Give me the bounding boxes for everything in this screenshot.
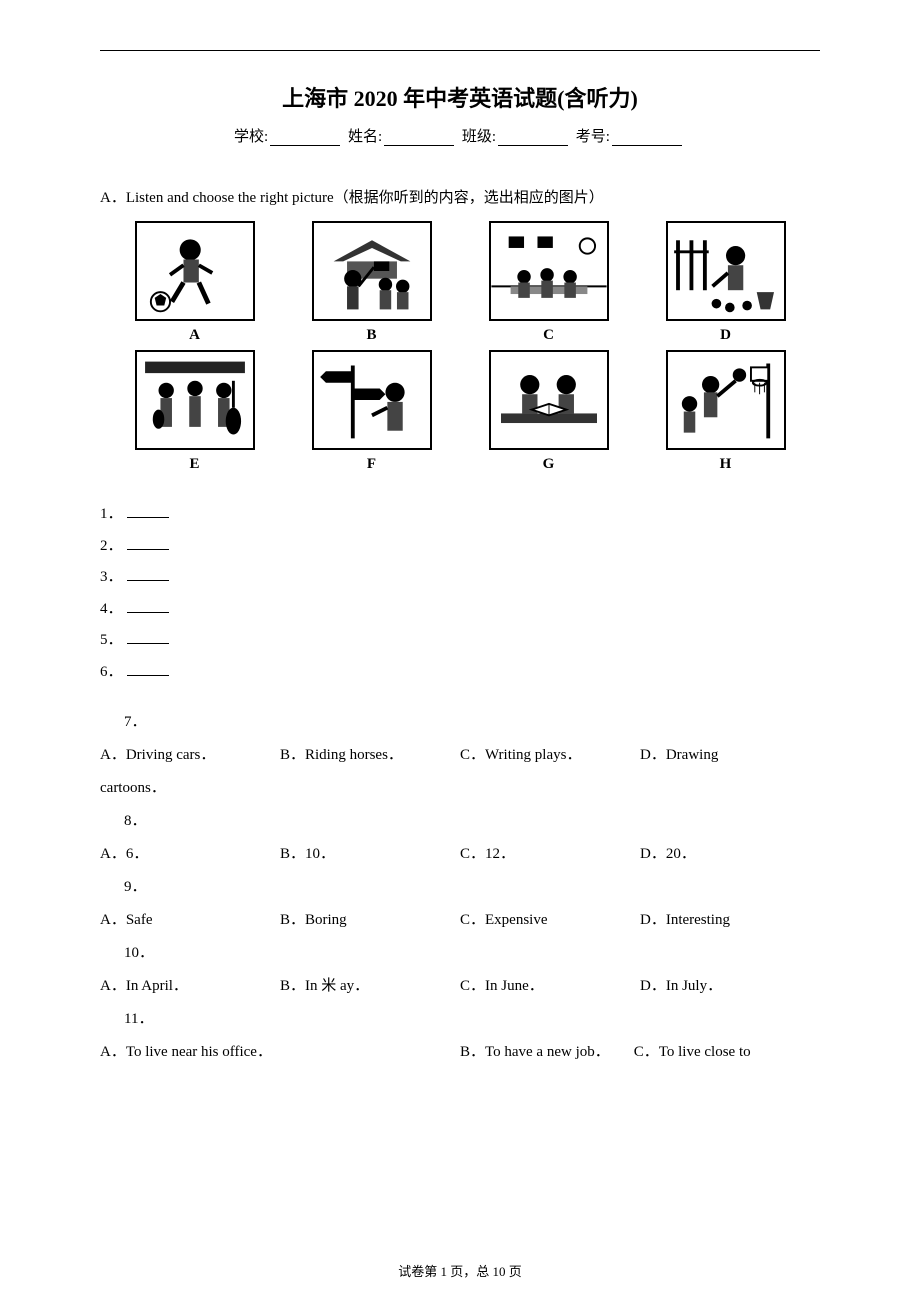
q9-options: A．Safe B．Boring C．Expensive D．Interestin… (100, 904, 820, 937)
school-blank[interactable] (270, 129, 340, 146)
basketball-icon (668, 352, 784, 448)
blank-1[interactable] (127, 503, 169, 518)
q11-opt-b: B．To have a new job． (460, 1044, 610, 1060)
exam-page: 上海市 2020 年中考英语试题(含听力) 学校: 姓名: 班级: 考号: A．… (0, 0, 920, 1302)
q9-opt-d: D．Interesting (640, 904, 820, 937)
student-info-line: 学校: 姓名: 班级: 考号: (100, 125, 820, 146)
q8-opt-b: B．10． (280, 838, 460, 871)
gardening-icon (668, 223, 784, 319)
school-label: 学校: (234, 129, 268, 145)
pic-frame-f (312, 350, 432, 450)
blank-2[interactable] (127, 535, 169, 550)
q10-opt-b: B．In 米 ay． (280, 970, 460, 1003)
pic-cell-e: E (120, 350, 269, 473)
pic-cell-g: G (474, 350, 623, 473)
class-label: 班级: (462, 129, 496, 145)
blank-4[interactable] (127, 598, 169, 613)
pic-frame-e (135, 350, 255, 450)
pic-frame-a (135, 221, 255, 321)
pic-cell-f: F (297, 350, 446, 473)
q7-options: A．Driving cars． B．Riding horses． C．Writi… (100, 739, 820, 772)
top-rule (100, 50, 820, 51)
soccer-boy-icon (137, 223, 253, 319)
q8-options: A．6． B．10． C．12． D．20． (100, 838, 820, 871)
pic-cell-d: D (651, 221, 800, 344)
pic-label-g: G (474, 456, 623, 473)
q8-opt-a: A．6． (100, 838, 280, 871)
pic-frame-h (666, 350, 786, 450)
signpost-icon (314, 352, 430, 448)
q10-options: A．In April． B．In 米 ay． C．In June． D．In J… (100, 970, 820, 1003)
pic-label-h: H (651, 456, 800, 473)
answer-lines: 1． 2． 3． 4． 5． 6． (100, 499, 820, 688)
q10-number: 10． (100, 937, 820, 970)
pic-frame-d (666, 221, 786, 321)
pic-label-e: E (120, 456, 269, 473)
name-blank[interactable] (384, 129, 454, 146)
pic-label-c: C (474, 327, 623, 344)
pic-cell-c: C (474, 221, 623, 344)
blank-5[interactable] (127, 629, 169, 644)
answer-6: 6． (100, 657, 820, 689)
pic-label-f: F (297, 456, 446, 473)
pic-frame-b (312, 221, 432, 321)
question-block: 7． A．Driving cars． B．Riding horses． C．Wr… (100, 706, 820, 1069)
q9-opt-b: B．Boring (280, 904, 460, 937)
q7-overflow: cartoons． (100, 772, 820, 805)
q11-number: 11． (100, 1003, 820, 1036)
q7-number: 7． (100, 706, 820, 739)
q10-opt-a: A．In April． (100, 970, 280, 1003)
q11-opt-b-c: B．To have a new job． C．To live close to (460, 1036, 820, 1069)
q9-number: 9． (100, 871, 820, 904)
q10-opt-d: D．In July． (640, 970, 820, 1003)
pic-cell-h: H (651, 350, 800, 473)
section-a-instruction: A．Listen and choose the right picture（根据… (100, 186, 820, 207)
answer-3: 3． (100, 562, 820, 594)
pic-frame-g (489, 350, 609, 450)
students-reading-icon (491, 352, 607, 448)
band-icon (137, 352, 253, 448)
q10-opt-c: C．In June． (460, 970, 640, 1003)
picture-grid: A B (120, 221, 800, 473)
page-title: 上海市 2020 年中考英语试题(含听力) (100, 81, 820, 113)
q8-opt-d: D．20． (640, 838, 820, 871)
pic-frame-c (489, 221, 609, 321)
pic-cell-b: B (297, 221, 446, 344)
pic-label-a: A (120, 327, 269, 344)
class-blank[interactable] (498, 129, 568, 146)
answer-5: 5． (100, 625, 820, 657)
q11-options: A．To live near his office． B．To have a n… (100, 1036, 820, 1069)
answer-2: 2． (100, 531, 820, 563)
pic-label-d: D (651, 327, 800, 344)
q9-opt-c: C．Expensive (460, 904, 640, 937)
q7-opt-d: D．Drawing (640, 739, 820, 772)
q7-opt-c: C．Writing plays． (460, 739, 640, 772)
examno-blank[interactable] (612, 129, 682, 146)
answer-4: 4． (100, 594, 820, 626)
blank-3[interactable] (127, 566, 169, 581)
answer-1: 1． (100, 499, 820, 531)
q8-number: 8． (100, 805, 820, 838)
q11-opt-a: A．To live near his office． (100, 1036, 460, 1069)
page-footer: 试卷第 1 页，总 10 页 (0, 1261, 920, 1280)
pic-label-b: B (297, 327, 446, 344)
q7-opt-b: B．Riding horses． (280, 739, 460, 772)
q9-opt-a: A．Safe (100, 904, 280, 937)
picnic-icon (491, 223, 607, 319)
name-label: 姓名: (348, 129, 382, 145)
pic-cell-a: A (120, 221, 269, 344)
q7-opt-a: A．Driving cars． (100, 739, 280, 772)
tour-guide-icon (314, 223, 430, 319)
examno-label: 考号: (576, 129, 610, 145)
q8-opt-c: C．12． (460, 838, 640, 871)
q11-opt-c: C．To live close to (634, 1044, 751, 1060)
blank-6[interactable] (127, 661, 169, 676)
